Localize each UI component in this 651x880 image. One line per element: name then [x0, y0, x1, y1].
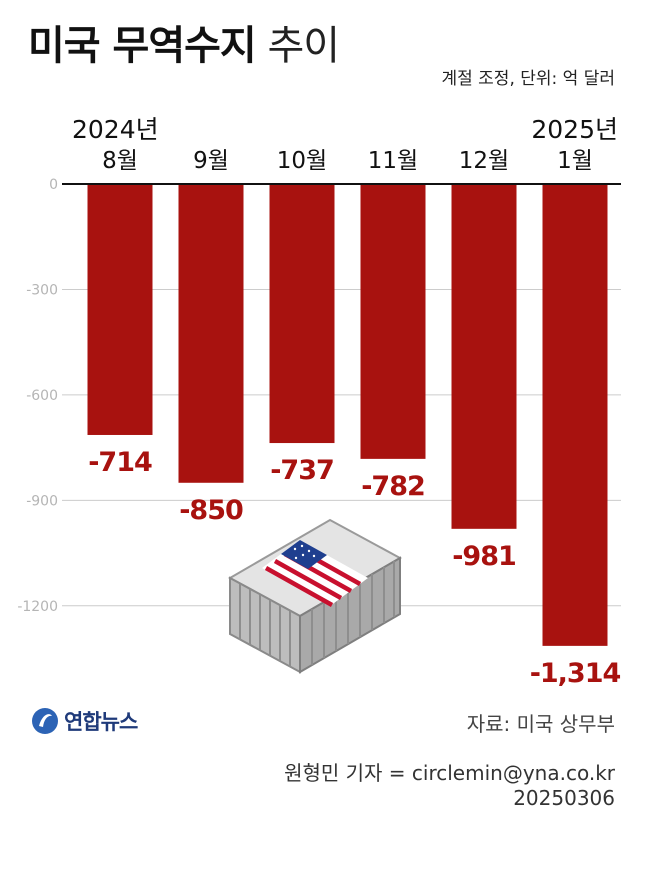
bar	[178, 184, 244, 483]
value-label: -737	[270, 455, 334, 486]
chart-title: 미국 무역수지 추이	[28, 22, 340, 70]
title-light: 추이	[267, 23, 340, 69]
value-label: -850	[179, 495, 243, 526]
x-tick-label: 10월	[277, 148, 327, 174]
x-tick-label: 1월	[557, 148, 593, 174]
us-flag-icon	[262, 540, 368, 607]
x-tick-label: 8월	[102, 148, 138, 174]
y-tick-label: -300	[26, 282, 58, 298]
y-tick-label: -600	[26, 388, 58, 404]
yonhap-logo: 연합뉴스	[30, 706, 138, 736]
bar	[451, 184, 517, 529]
bar	[360, 184, 426, 459]
year-label-start: 2024년	[72, 115, 159, 144]
grid-lines: 0 -300 -600 -900 -1200	[17, 177, 621, 615]
value-label: -714	[88, 447, 152, 478]
logo-text: 연합뉴스	[64, 710, 138, 734]
yonhap-logo-icon	[32, 708, 58, 734]
title-bold: 미국 무역수지	[28, 23, 257, 69]
bar	[87, 184, 153, 435]
unit-note: 계절 조정, 단위: 억 달러	[441, 69, 615, 89]
y-tick-label: -1200	[17, 599, 58, 615]
year-label-end: 2025년	[531, 115, 618, 144]
x-tick-label: 12월	[459, 148, 509, 174]
x-tick-label: 9월	[193, 148, 229, 174]
value-label: -782	[361, 471, 425, 502]
reporter-credit: 원형민 기자 = circlemin@yna.co.kr	[284, 761, 615, 785]
y-tick-label: 0	[49, 177, 58, 193]
bars: 8월 -714 9월 -850 10월 -737 11월 -782 12월 -981 1월 -1,31…	[62, 148, 622, 689]
value-label: -981	[452, 541, 516, 572]
y-tick-label: -900	[26, 493, 58, 509]
x-tick-label: 11월	[368, 148, 418, 174]
bar	[269, 184, 335, 444]
bar	[542, 184, 608, 646]
source-note: 자료: 미국 상무부	[466, 712, 615, 736]
shipping-container-icon	[227, 518, 403, 674]
value-label: -1,314	[530, 658, 621, 689]
publish-date: 20250306	[513, 786, 615, 810]
